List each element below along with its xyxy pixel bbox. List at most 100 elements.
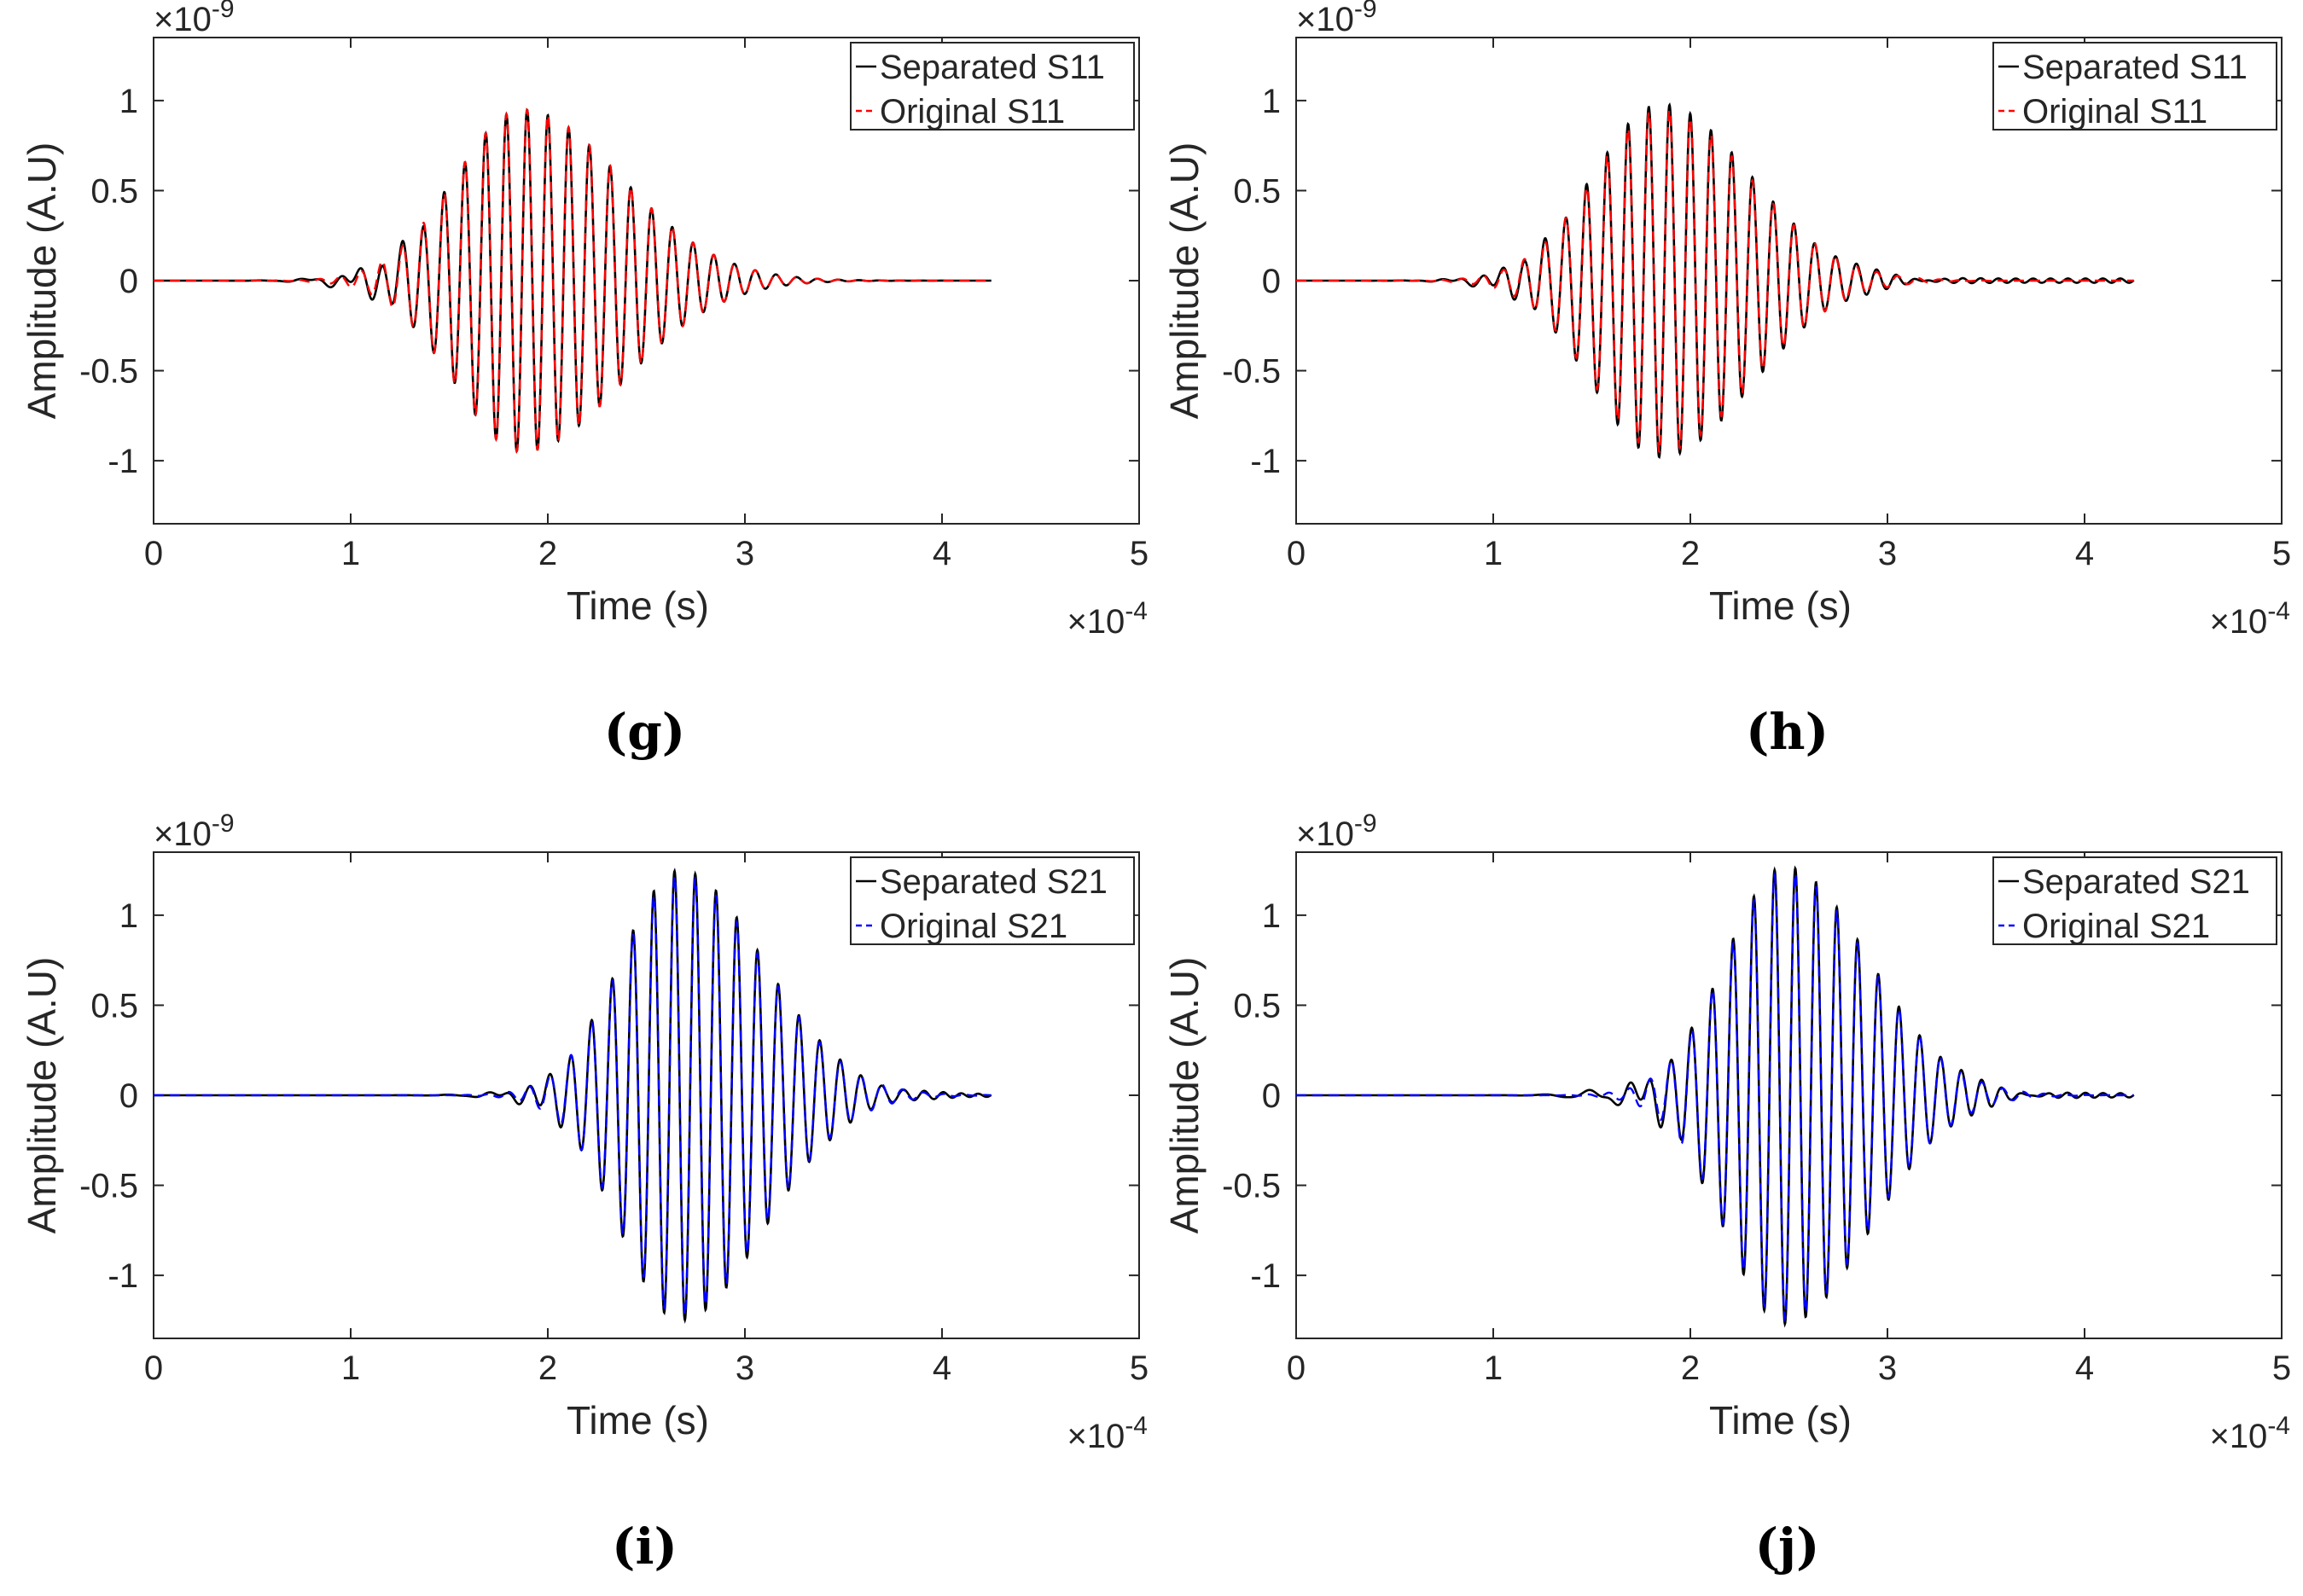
legend-entry: Separated S11: [880, 49, 1105, 86]
x-tick-label: 2: [1681, 535, 1700, 572]
x-tick-label: 0: [144, 1349, 163, 1387]
x-tick-label: 5: [2272, 1349, 2291, 1387]
y-tick-label: 0: [1262, 1077, 1281, 1115]
x-exponent-power: -4: [2267, 1412, 2290, 1440]
x-exponent-base: ×10: [2209, 1418, 2267, 1455]
x-tick-label: 2: [1681, 1349, 1700, 1387]
x-tick-label: 0: [1287, 1349, 1306, 1387]
x-exponent-base: ×10: [2209, 603, 2267, 641]
x-tick-label: 4: [2075, 535, 2094, 572]
y-tick-label: -0.5: [1222, 353, 1281, 391]
x-tick-label: 1: [1484, 535, 1503, 572]
y-tick-label: -1: [108, 1257, 138, 1295]
x-tick-label: 4: [2075, 1349, 2094, 1387]
x-exponent-label: ×10-4: [2209, 1412, 2290, 1455]
y-axis-label: Amplitude (A.U): [20, 142, 64, 420]
series-line-original: [1296, 871, 2134, 1322]
x-tick-label: 0: [1287, 535, 1306, 572]
y-tick-label: -0.5: [79, 1168, 138, 1205]
y-tick-label: -0.5: [1222, 1168, 1281, 1205]
x-tick-label: 4: [933, 535, 951, 572]
panel-label: (g): [604, 703, 685, 761]
series-line-original: [154, 873, 992, 1319]
legend: Separated S21 Original S21: [1992, 856, 2277, 945]
x-exponent-power: -4: [1125, 1412, 1148, 1440]
y-exponent-label: ×10-9: [1296, 0, 1377, 38]
x-axis-label: Time (s): [1709, 1398, 1852, 1442]
y-tick-label: 0.5: [1233, 987, 1281, 1024]
y-tick-label: 0: [119, 263, 138, 300]
x-exponent-label: ×10-4: [2209, 597, 2290, 641]
panel-label: (j): [1755, 1518, 1820, 1576]
x-tick-label: 1: [1484, 1349, 1503, 1387]
x-exponent-label: ×10-4: [1067, 597, 1148, 641]
y-exponent-power: -9: [1354, 0, 1377, 23]
legend: Separated S21 Original S21: [850, 856, 1135, 945]
legend-entry: Original S21: [880, 908, 1067, 945]
legend: Separated S11 Original S11: [1992, 42, 2277, 131]
legend-entry: Separated S21: [2022, 863, 2250, 901]
y-exponent-base: ×10: [1296, 1, 1354, 38]
y-tick-label: 1: [119, 897, 138, 935]
y-exponent-label: ×10-9: [1296, 810, 1377, 853]
x-tick-label: 3: [736, 535, 754, 572]
y-tick-label: 0.5: [90, 987, 138, 1024]
legend-entry: Separated S21: [880, 863, 1108, 901]
y-axis-label: Amplitude (A.U): [1162, 957, 1207, 1234]
y-exponent-power: -9: [212, 810, 235, 838]
y-tick-label: 0: [119, 1077, 138, 1115]
y-exponent-power: -9: [212, 0, 235, 23]
y-tick-label: 0: [1262, 263, 1281, 300]
x-tick-label: 3: [1878, 535, 1897, 572]
x-tick-label: 5: [2272, 535, 2291, 572]
x-axis-label: Time (s): [1709, 583, 1852, 628]
x-tick-label: 0: [144, 535, 163, 572]
y-tick-label: 1: [1262, 897, 1281, 935]
y-exponent-base: ×10: [1296, 815, 1354, 853]
y-tick-label: -0.5: [79, 353, 138, 391]
series-line-original: [154, 107, 992, 454]
x-tick-label: 1: [341, 535, 360, 572]
legend-entry: Original S11: [2022, 93, 2207, 131]
y-exponent-label: ×10-9: [154, 0, 235, 38]
x-axis-label: Time (s): [567, 583, 709, 628]
y-tick-label: 1: [1262, 83, 1281, 120]
y-tick-label: 1: [119, 83, 138, 120]
x-tick-label: 3: [736, 1349, 754, 1387]
y-exponent-power: -9: [1354, 810, 1377, 838]
legend-box: [1992, 42, 2277, 131]
x-exponent-power: -4: [2267, 597, 2290, 625]
x-tick-label: 2: [538, 535, 557, 572]
y-exponent-base: ×10: [154, 1, 212, 38]
legend-box: [1992, 856, 2277, 945]
series-line-original: [1296, 107, 2134, 454]
legend-entry: Original S21: [2022, 908, 2210, 945]
x-tick-label: 3: [1878, 1349, 1897, 1387]
y-axis-label: Amplitude (A.U): [20, 957, 64, 1234]
x-tick-label: 4: [933, 1349, 951, 1387]
y-exponent-base: ×10: [154, 815, 212, 853]
y-exponent-label: ×10-9: [154, 810, 235, 853]
legend-box: [850, 856, 1135, 945]
y-tick-label: 0.5: [90, 172, 138, 210]
y-tick-label: -1: [1250, 443, 1281, 480]
x-exponent-label: ×10-4: [1067, 1412, 1148, 1455]
y-axis-label: Amplitude (A.U): [1162, 142, 1207, 420]
panel-label: (h): [1746, 703, 1829, 761]
x-exponent-base: ×10: [1067, 603, 1125, 641]
legend: Separated S11 Original S11: [850, 42, 1135, 131]
legend-entry: Separated S11: [2022, 49, 2248, 86]
x-tick-label: 5: [1130, 535, 1149, 572]
x-exponent-power: -4: [1125, 597, 1148, 625]
y-tick-label: 0.5: [1233, 172, 1281, 210]
legend-entry: Original S11: [880, 93, 1065, 131]
x-tick-label: 1: [341, 1349, 360, 1387]
y-tick-label: -1: [108, 443, 138, 480]
y-tick-label: -1: [1250, 1257, 1281, 1295]
x-tick-label: 2: [538, 1349, 557, 1387]
x-tick-label: 5: [1130, 1349, 1149, 1387]
